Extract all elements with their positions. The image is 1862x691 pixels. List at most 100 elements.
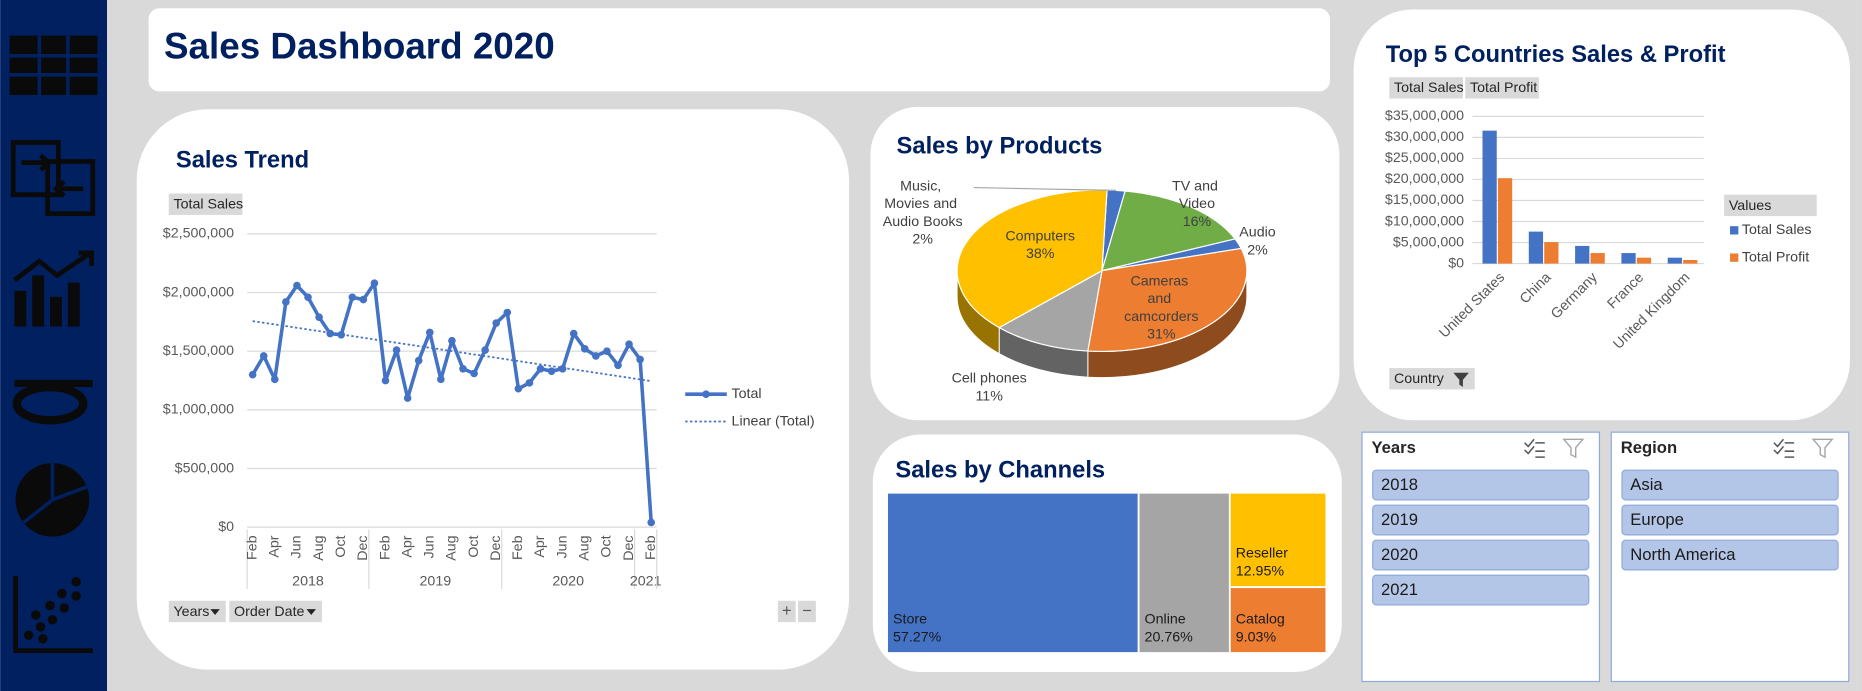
line-marker — [315, 313, 323, 321]
data-label: 11% — [975, 388, 1003, 404]
slicer-item[interactable]: 2018 — [1372, 469, 1590, 501]
line-marker — [392, 346, 401, 354]
field-button[interactable]: Total Sales — [1389, 77, 1464, 99]
slicer-item[interactable]: 2021 — [1372, 574, 1590, 606]
legend-label: Linear (Total) — [732, 413, 815, 429]
pie-slice-top — [1087, 247, 1248, 352]
line-marker — [536, 364, 545, 373]
trendline — [252, 320, 652, 382]
dropdown-arrow — [306, 609, 316, 616]
x-group-label: 2021 — [630, 574, 662, 590]
x-tick-label: Dec — [355, 535, 371, 560]
axis-button[interactable]: Years — [168, 600, 226, 623]
line-marker — [503, 308, 512, 317]
clear-filter-icon[interactable] — [1811, 438, 1834, 459]
slicer-item[interactable]: Europe — [1621, 504, 1839, 536]
tile-label: Online — [1145, 612, 1186, 628]
slicer-title: Region — [1621, 438, 1677, 457]
table-icon[interactable] — [9, 35, 98, 95]
legend-label: Total — [732, 386, 762, 402]
clear-filter-icon[interactable] — [1562, 438, 1585, 459]
data-label-category: Cell phones — [952, 371, 1027, 387]
slicer-item-label: Asia — [1630, 475, 1663, 494]
dropdown-arrow — [210, 609, 220, 616]
multi-select-icon[interactable] — [1524, 438, 1545, 458]
y-tick-label: $2,500,000 — [163, 226, 234, 242]
zoom-button[interactable]: + — [777, 600, 796, 623]
button-label: Years — [174, 604, 210, 620]
multi-select-icon[interactable] — [1773, 438, 1795, 458]
bar — [1528, 231, 1544, 264]
slicer-item[interactable]: Asia — [1621, 469, 1839, 501]
slicer-item[interactable]: 2020 — [1372, 539, 1590, 571]
line-marker — [359, 295, 368, 304]
chart-icon[interactable] — [12, 250, 94, 327]
x-tick-label: Dec — [488, 535, 504, 560]
tile-label: Catalog — [1236, 612, 1285, 628]
x-tick-label: Aug — [311, 535, 327, 560]
chart-title: Sales by Channels — [895, 458, 1105, 484]
axis-button[interactable]: Order Date — [229, 600, 322, 623]
button-background — [798, 600, 816, 623]
line-marker — [636, 355, 644, 364]
data-label-category: Computers — [1005, 228, 1075, 244]
slicer-title: Years — [1371, 438, 1415, 457]
treemap-tile — [1228, 586, 1328, 654]
slicer-item[interactable]: North America — [1621, 539, 1839, 571]
button-label: Order Date — [234, 604, 304, 620]
pie-slice — [1087, 247, 1248, 378]
button-background — [1389, 77, 1463, 99]
slicer-item-label: Europe — [1630, 510, 1684, 529]
y-tick-label: $1,000,000 — [163, 402, 234, 418]
x-tick-label: Jun — [289, 535, 305, 558]
x-tick-label: Apr — [399, 535, 415, 557]
data-label-category: Cameras and camcorders — [1124, 273, 1198, 325]
line-marker — [647, 518, 656, 527]
dashboard-title: Sales Dashboard 2020 — [164, 25, 555, 66]
switch-icon[interactable] — [10, 140, 96, 217]
field-button[interactable]: Total Profit — [1465, 77, 1539, 99]
y-tick-label: $0 — [1448, 255, 1464, 271]
y-tick-label: $15,000,000 — [1385, 192, 1464, 208]
bar — [1683, 260, 1698, 264]
x-tick-label: Feb — [377, 535, 393, 560]
data-label: 38% — [1026, 246, 1055, 262]
button-background — [229, 600, 322, 623]
axis-button[interactable]: Country — [1389, 368, 1475, 390]
line-marker — [248, 370, 257, 379]
y-tick-label: $2,000,000 — [163, 284, 234, 300]
slicer-item-label: 2021 — [1381, 580, 1418, 599]
slicer-item[interactable]: 2019 — [1372, 504, 1590, 536]
line-marker — [403, 394, 412, 402]
data-label: 31% — [1147, 327, 1176, 343]
button-background — [1389, 368, 1475, 390]
x-tick-label: Aug — [577, 535, 593, 560]
scatter-icon[interactable] — [13, 575, 93, 654]
x-group-label: 2019 — [419, 574, 451, 590]
data-label: 2% — [1247, 242, 1268, 258]
tile-label: Reseller — [1236, 546, 1288, 562]
bar — [1621, 253, 1636, 264]
treemap-tile — [1137, 491, 1231, 654]
x-group-label: 2018 — [292, 574, 324, 590]
pie-slice — [1101, 190, 1237, 272]
zoom-button[interactable]: − — [798, 600, 816, 623]
x-group-label: 2020 — [552, 574, 584, 590]
button-label: Total Sales — [1394, 80, 1464, 96]
tile-value: 20.76% — [1145, 629, 1194, 645]
slicer-item-background — [1372, 504, 1590, 536]
x-tick-label: Dec — [621, 535, 637, 560]
data-label-category: TV and Video — [1172, 178, 1222, 212]
tile-value: 9.03% — [1236, 629, 1277, 645]
line-marker — [459, 364, 467, 373]
pie-icon[interactable] — [15, 463, 90, 537]
x-tick-label: Jun — [554, 535, 570, 558]
x-tick-label: Feb — [510, 535, 526, 560]
bar — [1544, 242, 1559, 264]
slicer: Region Asia Europe North America — [1610, 431, 1850, 683]
sigma-icon[interactable] — [12, 379, 93, 425]
field-button[interactable]: Total Sales — [168, 193, 243, 215]
x-tick-label: Oct — [333, 535, 349, 557]
legend-title-background — [1724, 194, 1817, 217]
y-tick-label: $25,000,000 — [1385, 150, 1464, 166]
